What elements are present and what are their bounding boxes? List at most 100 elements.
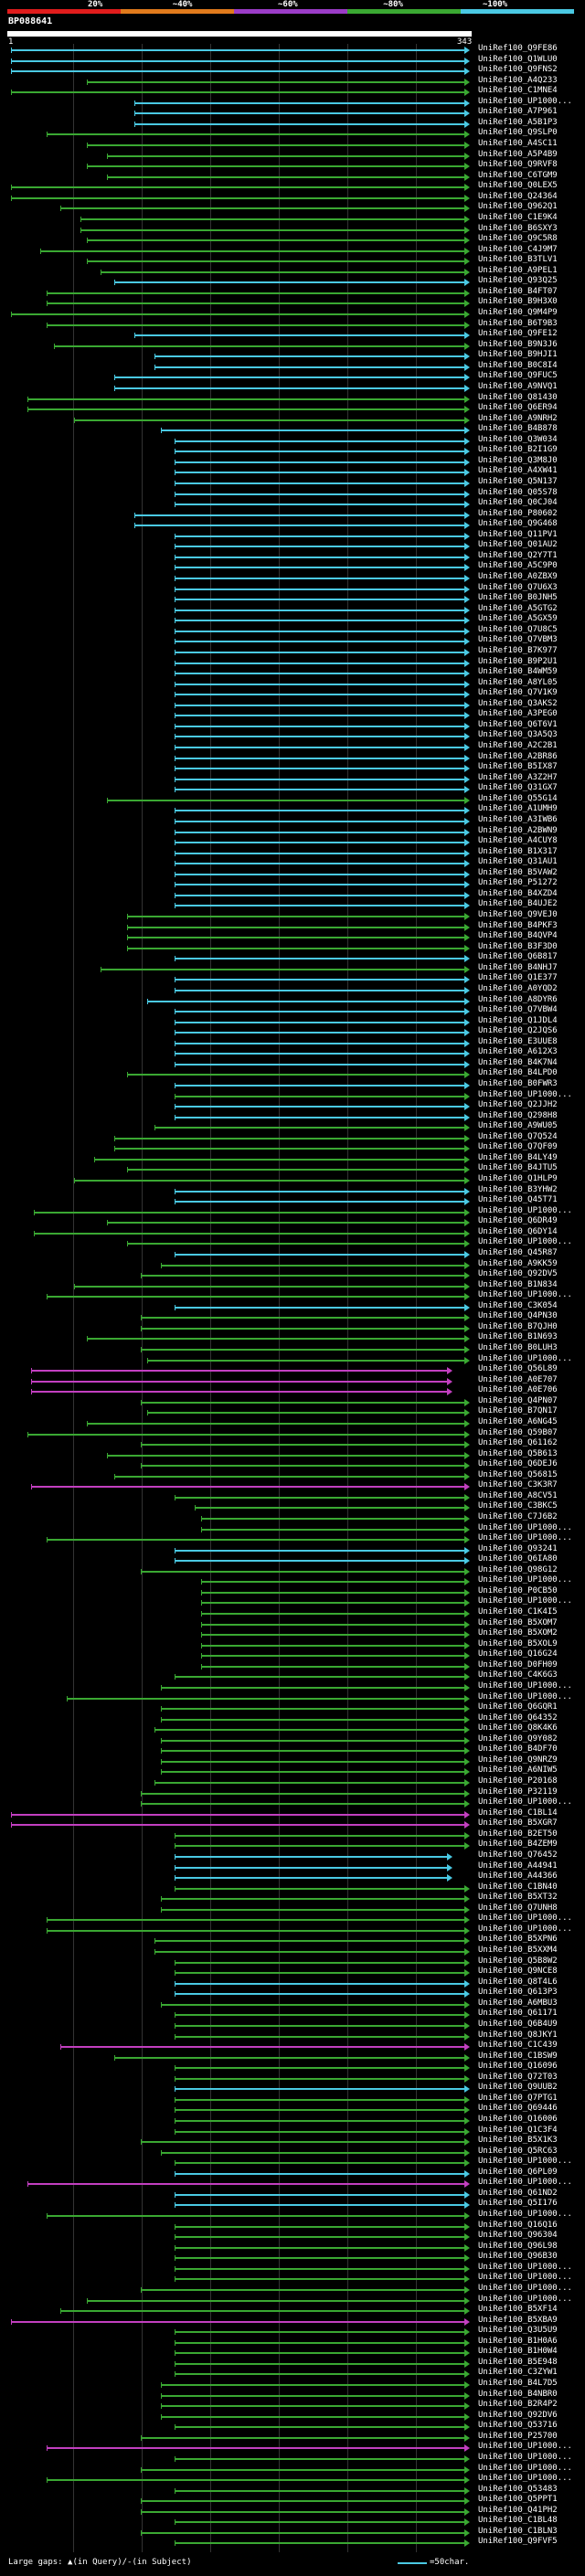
hit-row[interactable]: UniRef100_Q3AKS2 [0,698,585,711]
hit-row[interactable]: UniRef100_A9KK59 [0,1258,585,1271]
hit-row[interactable]: UniRef100_A8YL05 [0,677,585,690]
hit-row[interactable]: UniRef100_Q6T6V1 [0,719,585,732]
hit-label[interactable]: UniRef100_Q613P3 [478,1988,558,1998]
hit-label[interactable]: UniRef100_A6NIW5 [478,1765,558,1776]
hit-label[interactable]: UniRef100_Q7U6X3 [478,582,558,592]
hit-row[interactable]: UniRef100_Q3W034 [0,434,585,447]
hit-row[interactable]: UniRef100_Q55G14 [0,793,585,806]
hit-row[interactable]: UniRef100_B1H0A6 [0,2336,585,2348]
hit-label[interactable]: UniRef100_Q1JDL4 [478,1015,558,1025]
hit-label[interactable]: UniRef100_Q61162 [478,1438,558,1448]
hit-label[interactable]: UniRef100_UP1000... [478,1913,572,1924]
hit-label[interactable]: UniRef100_A4Q233 [478,75,558,85]
hit-row[interactable]: UniRef100_B0FWR3 [0,1078,585,1091]
hit-label[interactable]: UniRef100_Q56L89 [478,1364,558,1374]
hit-row[interactable]: UniRef100_B4PKF3 [0,920,585,933]
hit-row[interactable]: UniRef100_Q2JJH2 [0,1099,585,1112]
hit-label[interactable]: UniRef100_Q6B817 [478,952,558,962]
hit-label[interactable]: UniRef100_D0FH09 [478,1659,558,1670]
hit-row[interactable]: UniRef100_A2BR86 [0,751,585,764]
hit-row[interactable]: UniRef100_Q7PTG1 [0,2093,585,2105]
hit-row[interactable]: UniRef100_Q6PL09 [0,2167,585,2179]
hit-label[interactable]: UniRef100_A8DYR6 [478,994,558,1004]
hit-row[interactable]: UniRef100_UP1000... [0,2441,585,2454]
hit-row[interactable]: UniRef100_A4Q233 [0,75,585,88]
hit-row[interactable]: UniRef100_Q9SLP0 [0,127,585,140]
hit-row[interactable]: UniRef100_C1BLN3 [0,2526,585,2539]
hit-label[interactable]: UniRef100_B1H0A6 [478,2336,558,2346]
hit-label[interactable]: UniRef100_C1C439 [478,2041,558,2051]
hit-label[interactable]: UniRef100_A9PEL1 [478,265,558,275]
hit-row[interactable]: UniRef100_P51272 [0,877,585,890]
hit-row[interactable]: UniRef100_B5XPN6 [0,1934,585,1946]
hit-row[interactable]: UniRef100_Q9FE12 [0,328,585,341]
hit-label[interactable]: UniRef100_Q9FNS2 [478,65,558,75]
hit-row[interactable]: UniRef100_B5IX87 [0,761,585,774]
hit-label[interactable]: UniRef100_A4SC11 [478,139,558,149]
hit-label[interactable]: UniRef100_B0FWR3 [478,1078,558,1088]
hit-label[interactable]: UniRef100_A1UMH9 [478,804,558,814]
hit-row[interactable]: UniRef100_Q7VBW4 [0,1004,585,1017]
hit-label[interactable]: UniRef100_Q8JKY1 [478,2030,558,2040]
hit-row[interactable]: UniRef100_B0JNH5 [0,592,585,605]
hit-label[interactable]: UniRef100_Q9SLP0 [478,128,558,138]
hit-label[interactable]: UniRef100_A44366 [478,1871,558,1882]
hit-label[interactable]: UniRef100_Q2Y7T1 [478,550,558,560]
hit-label[interactable]: UniRef100_B4JTU5 [478,1163,558,1173]
hit-row[interactable]: UniRef100_UP1000... [0,1089,585,1102]
hit-row[interactable]: UniRef100_B1H0W4 [0,2346,585,2359]
hit-row[interactable]: UniRef100_Q9NRZ9 [0,1754,585,1767]
hit-row[interactable]: UniRef100_Q3A5Q3 [0,729,585,742]
hit-label[interactable]: UniRef100_C1E9K4 [478,212,558,222]
hit-label[interactable]: UniRef100_B7QN17 [478,1406,558,1416]
hit-label[interactable]: UniRef100_Q96B30 [478,2252,558,2262]
hit-row[interactable]: UniRef100_C1BN40 [0,1882,585,1894]
hit-row[interactable]: UniRef100_C1BL48 [0,2515,585,2528]
hit-row[interactable]: UniRef100_Q45T71 [0,1194,585,1207]
hit-row[interactable]: UniRef100_C1C439 [0,2040,585,2052]
hit-label[interactable]: UniRef100_C4J9M7 [478,244,558,254]
hit-label[interactable]: UniRef100_Q45R87 [478,1247,558,1257]
hit-label[interactable]: UniRef100_C1BN40 [478,1882,558,1892]
hit-row[interactable]: UniRef100_B3YHW2 [0,1184,585,1197]
hit-label[interactable]: UniRef100_B0JNH5 [478,593,558,603]
hit-label[interactable]: UniRef100_Q0LEX5 [478,181,558,191]
hit-label[interactable]: UniRef100_B5XGR7 [478,1818,558,1829]
hit-label[interactable]: UniRef100_C1BSW9 [478,2051,558,2061]
hit-label[interactable]: UniRef100_Q8K4K6 [478,1723,558,1733]
hit-label[interactable]: UniRef100_UP1000... [478,1691,572,1701]
hit-row[interactable]: UniRef100_Q9FUC5 [0,370,585,383]
hit-label[interactable]: UniRef100_P32119 [478,1786,558,1797]
hit-row[interactable]: UniRef100_Q7Q524 [0,1131,585,1144]
hit-row[interactable]: UniRef100_B2R4P2 [0,2399,585,2412]
hit-label[interactable]: UniRef100_B5XPN6 [478,1935,558,1945]
hit-label[interactable]: UniRef100_A4CUY8 [478,836,558,846]
hit-row[interactable]: UniRef100_Q7U6X3 [0,582,585,595]
hit-row[interactable]: UniRef100_UP1000... [0,1797,585,1809]
hit-label[interactable]: UniRef100_P0CB50 [478,1585,558,1595]
hit-label[interactable]: UniRef100_A7P961 [478,107,558,117]
hit-row[interactable]: UniRef100_Q16006 [0,2114,585,2126]
hit-label[interactable]: UniRef100_C3K3R7 [478,1480,558,1490]
hit-label[interactable]: UniRef100_UP1000... [478,2210,572,2220]
hit-label[interactable]: UniRef100_B4B878 [478,424,558,434]
hit-row[interactable]: UniRef100_Q01AU2 [0,539,585,552]
hit-label[interactable]: UniRef100_Q6DR49 [478,1216,558,1226]
hit-row[interactable]: UniRef100_Q45R87 [0,1247,585,1260]
hit-row[interactable]: UniRef100_A0E706 [0,1384,585,1397]
hit-row[interactable]: UniRef100_Q298H8 [0,1110,585,1123]
hit-row[interactable]: UniRef100_Q5N137 [0,476,585,489]
hit-label[interactable]: UniRef100_A2BR86 [478,751,558,761]
hit-row[interactable]: UniRef100_Q05S78 [0,487,585,500]
hit-row[interactable]: UniRef100_Q59B07 [0,1427,585,1440]
hit-row[interactable]: UniRef100_B7QN17 [0,1405,585,1418]
hit-label[interactable]: UniRef100_Q9Y082 [478,1733,558,1744]
hit-label[interactable]: UniRef100_UP1000... [478,1797,572,1807]
hit-row[interactable]: UniRef100_A4XW41 [0,465,585,478]
hit-row[interactable]: UniRef100_Q8K4K6 [0,1723,585,1735]
hit-label[interactable]: UniRef100_Q96L98 [478,2241,558,2251]
hit-row[interactable]: UniRef100_Q1WLU0 [0,54,585,67]
hit-row[interactable]: UniRef100_A3IWB6 [0,814,585,827]
hit-label[interactable]: UniRef100_Q41PH2 [478,2505,558,2515]
hit-row[interactable]: UniRef100_A5P4B9 [0,149,585,162]
